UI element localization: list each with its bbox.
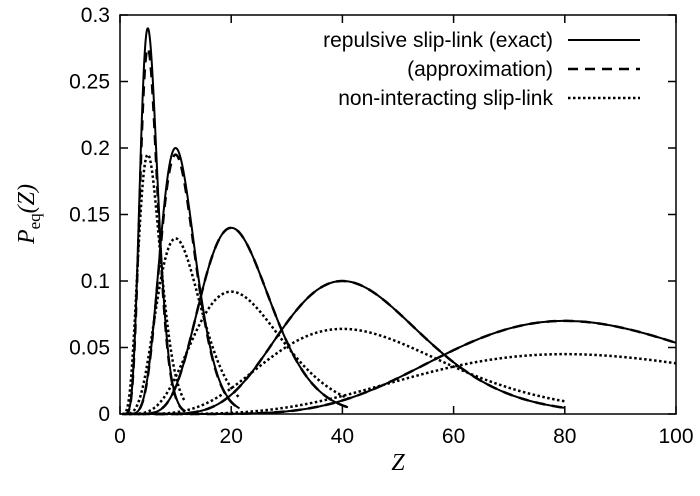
series-2-peak-4	[155, 352, 677, 416]
x-tick-label: 40	[331, 425, 354, 448]
ticks	[119, 14, 677, 415]
series-2-peak-3	[137, 327, 566, 416]
y-tick-label: 0.25	[69, 71, 110, 94]
series-1	[121, 47, 677, 416]
series-2-peak-2	[128, 290, 349, 416]
x-tick-label: 80	[553, 425, 576, 448]
y-tick-label: 0.1	[81, 270, 110, 293]
legend: repulsive slip-link (exact) (approximati…	[323, 29, 640, 110]
series-1-peak-3	[137, 279, 565, 416]
x-tick-label: 100	[658, 425, 693, 448]
series-0-peak-1	[123, 147, 241, 415]
y-axis-label-sub: eq	[25, 213, 44, 230]
tick-labels: 0 20 40 60 80 100 0 0.05 0.1 0.15 0.2 0.25 0.3	[69, 4, 693, 448]
y-tick-label: 0.2	[81, 137, 110, 160]
y-tick-label: 0.05	[69, 337, 110, 360]
legend-label-exact: repulsive slip-link (exact)	[323, 29, 553, 52]
legend-label-non-interacting: non-interacting slip-link	[338, 87, 553, 110]
y-axis-label-main: P	[14, 229, 40, 245]
series-2	[121, 153, 677, 416]
x-tick-label: 20	[220, 425, 243, 448]
curves	[121, 27, 677, 416]
plot-frame	[119, 14, 677, 415]
series-1-peak-0	[121, 47, 187, 416]
series-1-peak-4	[155, 319, 677, 416]
y-axis-label: Peq(Z)	[14, 184, 44, 245]
x-tick-label: 60	[442, 425, 465, 448]
x-tick-label: 0	[114, 425, 126, 448]
series-1-peak-1	[123, 153, 241, 416]
legend-label-approximation: (approximation)	[407, 58, 553, 81]
series-2-peak-0	[121, 153, 187, 416]
y-tick-label: 0.15	[69, 204, 110, 227]
series-1-peak-2	[128, 226, 349, 416]
x-axis-label: Z	[391, 450, 405, 476]
y-tick-label: 0	[98, 403, 110, 426]
y-axis-label-arg: (Z)	[14, 184, 40, 213]
series-0-peak-4	[155, 319, 677, 415]
y-tick-label: 0.3	[81, 4, 110, 27]
